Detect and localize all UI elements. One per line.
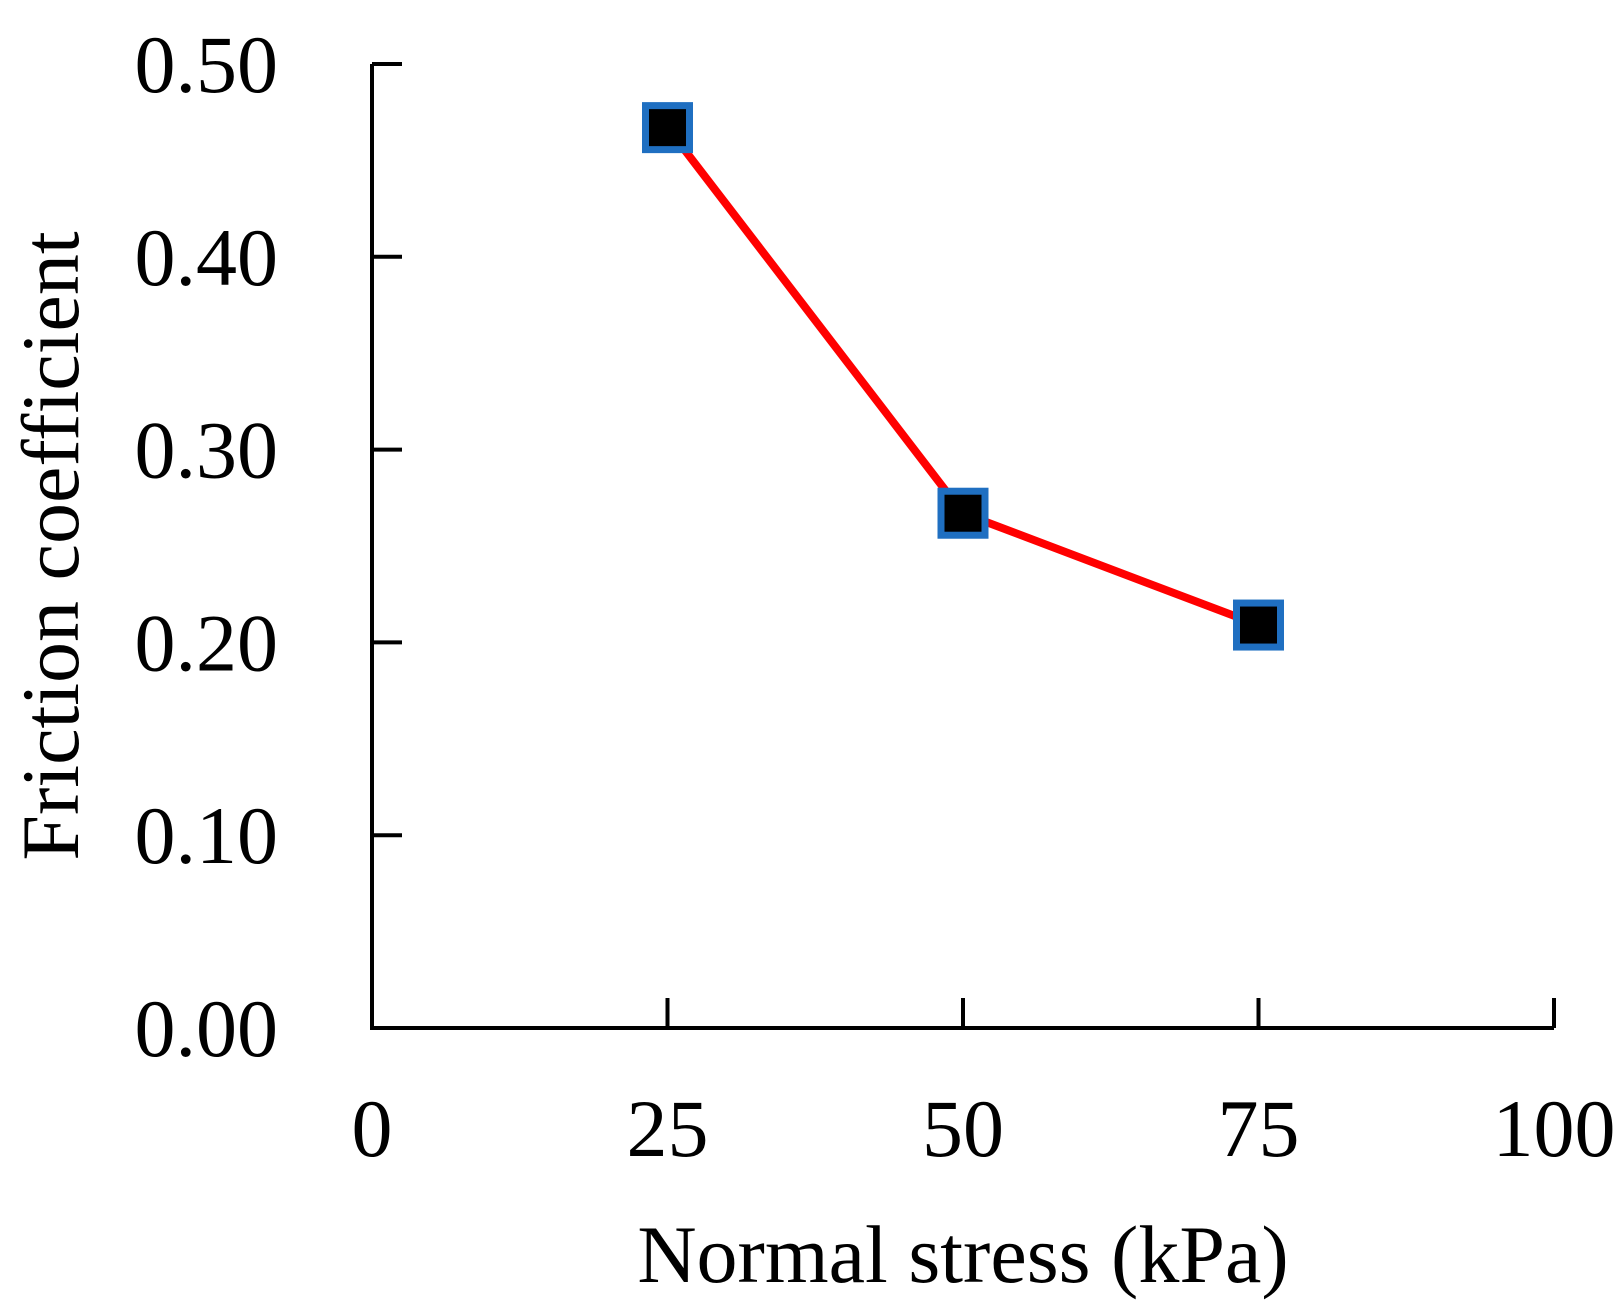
data-point-marker	[1233, 599, 1284, 651]
data-point-marker	[642, 102, 693, 154]
y-tick-label: 0.20	[135, 597, 279, 688]
y-tick-label: 0.50	[135, 19, 279, 110]
x-tick-label: 0	[352, 1083, 393, 1174]
x-tick-label: 75	[1218, 1083, 1300, 1174]
y-axis-title: Friction coefficient	[5, 231, 96, 860]
y-tick-label: 0.00	[135, 983, 279, 1074]
axes	[370, 64, 1554, 1030]
x-tick-label: 50	[922, 1083, 1004, 1174]
y-tick-label: 0.30	[135, 405, 279, 496]
y-tick-label: 0.10	[135, 790, 279, 881]
series-friction-coefficient	[642, 102, 1284, 651]
x-ticks: 0 25 50 75 100	[352, 998, 1616, 1174]
x-tick-label: 25	[627, 1083, 709, 1174]
data-point-marker	[937, 487, 989, 539]
y-ticks: 0.00 0.10 0.20 0.30 0.40 0.50	[135, 19, 402, 1074]
series-line	[664, 125, 1260, 629]
y-tick-label: 0.40	[135, 212, 279, 303]
x-tick-label: 100	[1493, 1083, 1616, 1174]
x-axis-title: Normal stress (kPa)	[637, 1209, 1288, 1300]
